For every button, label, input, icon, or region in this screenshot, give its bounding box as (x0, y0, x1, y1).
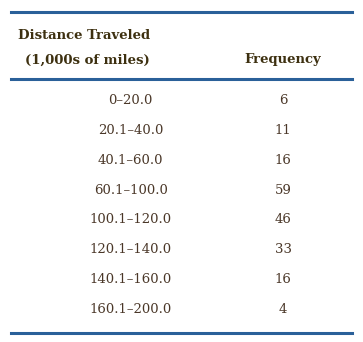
Text: 59: 59 (275, 184, 291, 197)
Text: 6: 6 (279, 94, 287, 107)
Text: 40.1–60.0: 40.1–60.0 (98, 154, 163, 167)
Text: 11: 11 (275, 124, 291, 137)
Text: 4: 4 (279, 303, 287, 316)
Text: 100.1–120.0: 100.1–120.0 (90, 213, 172, 226)
Text: 20.1–40.0: 20.1–40.0 (98, 124, 163, 137)
Text: 160.1–200.0: 160.1–200.0 (90, 303, 172, 316)
Text: 16: 16 (275, 273, 291, 286)
Text: Distance Traveled: Distance Traveled (18, 29, 150, 42)
Text: Frequency: Frequency (245, 53, 322, 66)
Text: 33: 33 (275, 243, 291, 256)
Text: (1,000s of miles): (1,000s of miles) (25, 53, 150, 66)
Text: 60.1–100.0: 60.1–100.0 (94, 184, 168, 197)
Text: 120.1–140.0: 120.1–140.0 (90, 243, 172, 256)
Text: 16: 16 (275, 154, 291, 167)
Text: 140.1–160.0: 140.1–160.0 (90, 273, 172, 286)
Text: 46: 46 (275, 213, 291, 226)
Text: 0–20.0: 0–20.0 (109, 94, 153, 107)
